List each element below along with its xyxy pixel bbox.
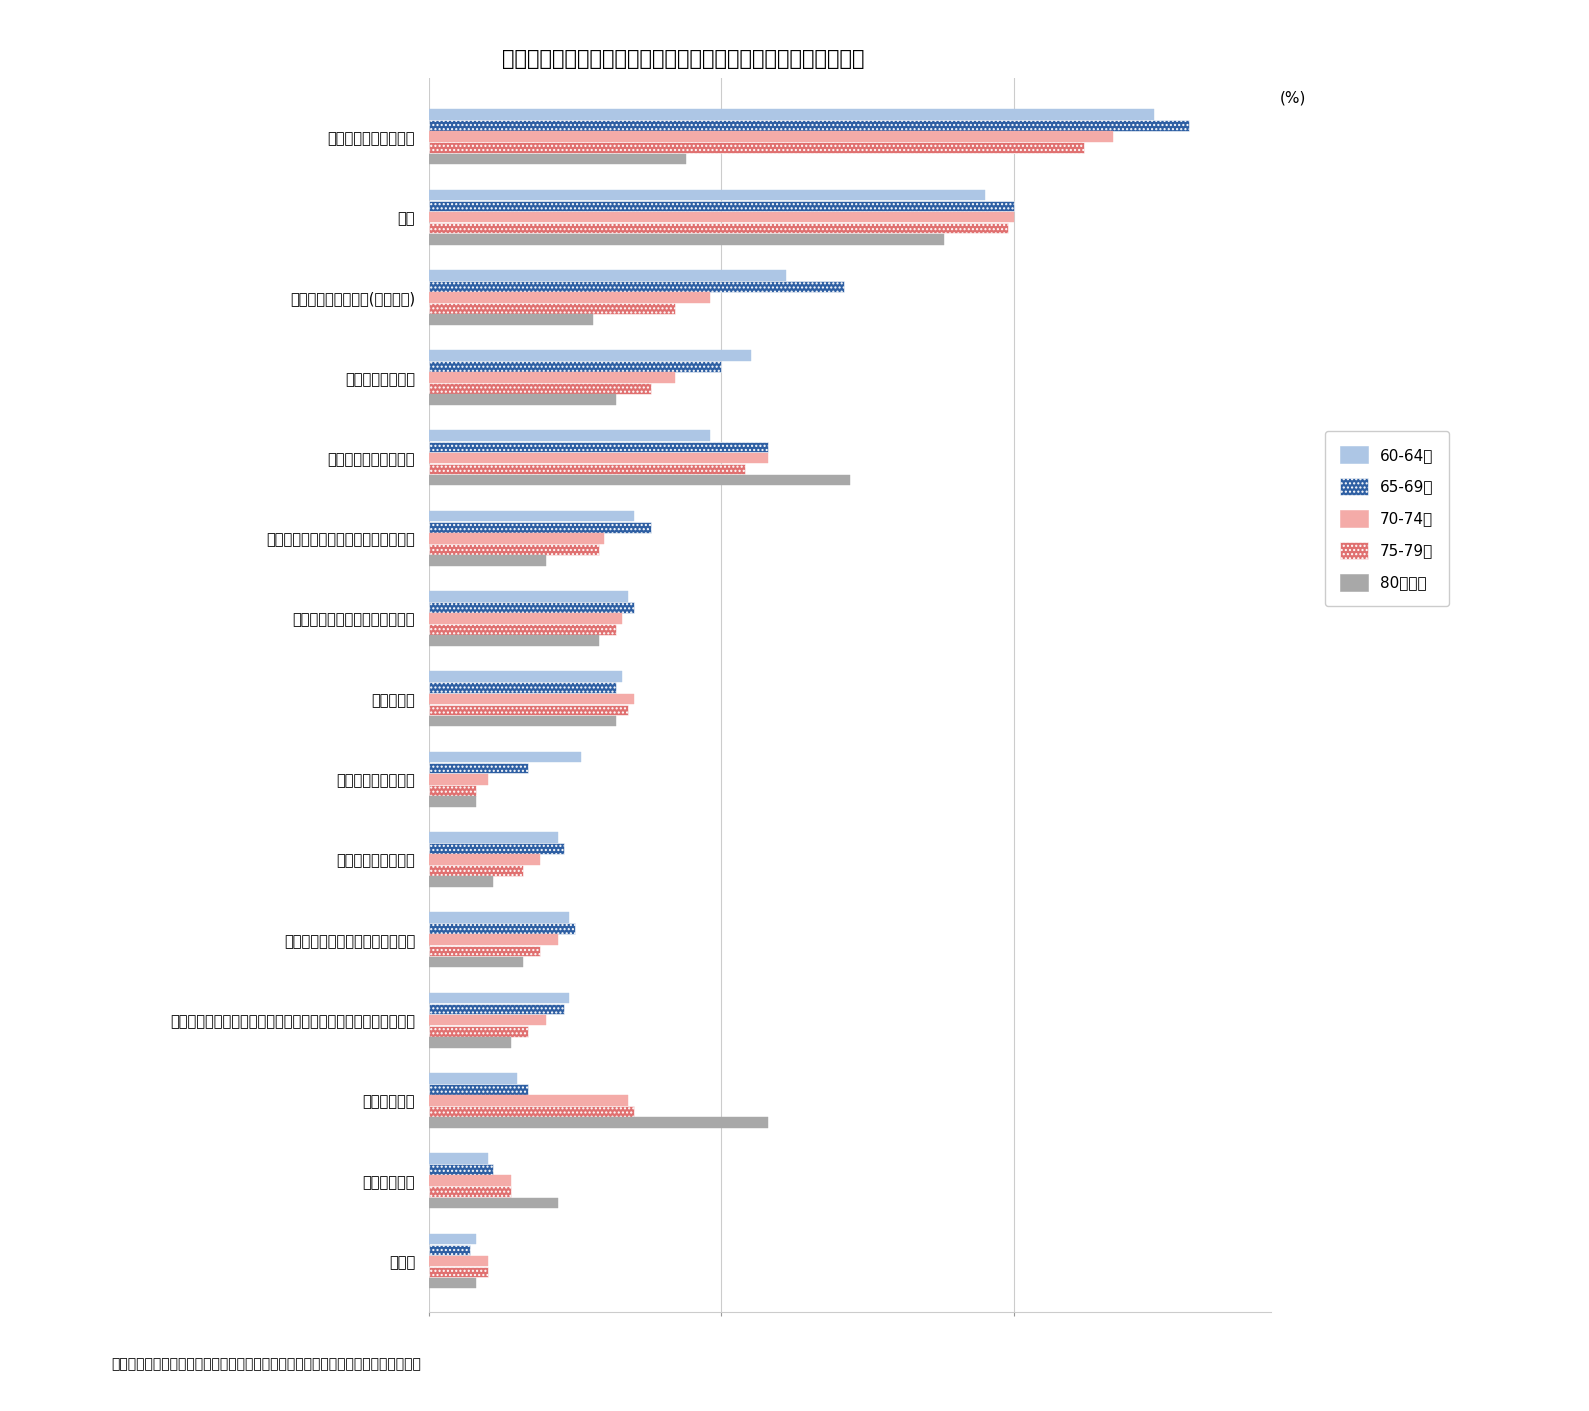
Bar bbox=[429, 292, 710, 303]
Bar bbox=[429, 842, 564, 854]
Bar bbox=[429, 865, 523, 876]
Text: 図表２　高齢層が今後、優先的に使いたい支出項目（複数回答）: 図表２ 高齢層が今後、優先的に使いたい支出項目（複数回答） bbox=[502, 49, 864, 69]
Bar bbox=[429, 522, 651, 532]
Bar bbox=[429, 154, 686, 164]
Bar bbox=[429, 624, 617, 635]
Bar bbox=[429, 350, 750, 361]
Bar bbox=[429, 1187, 512, 1197]
Bar bbox=[429, 200, 1014, 212]
Bar bbox=[429, 796, 475, 807]
Bar bbox=[429, 1267, 488, 1277]
Bar bbox=[429, 1015, 547, 1026]
Bar bbox=[429, 945, 540, 957]
Bar bbox=[429, 464, 745, 474]
Bar bbox=[429, 373, 675, 382]
Bar bbox=[429, 442, 767, 452]
Bar bbox=[429, 1037, 512, 1047]
Bar bbox=[429, 635, 599, 646]
Bar bbox=[429, 763, 529, 773]
Bar bbox=[429, 1084, 529, 1095]
Bar bbox=[429, 270, 787, 281]
Bar bbox=[429, 212, 1014, 223]
Bar bbox=[429, 395, 617, 405]
Bar bbox=[429, 715, 617, 727]
Bar bbox=[429, 1072, 516, 1084]
Bar bbox=[429, 1153, 488, 1164]
Bar bbox=[429, 832, 558, 842]
Bar bbox=[429, 672, 621, 682]
Bar bbox=[429, 234, 944, 244]
Bar bbox=[429, 602, 634, 612]
Bar bbox=[429, 591, 628, 601]
Bar bbox=[429, 992, 569, 1003]
Legend: 60-64歳, 65-69歳, 70-74歳, 75-79歳, 80歳以上: 60-64歳, 65-69歳, 70-74歳, 75-79歳, 80歳以上 bbox=[1325, 430, 1449, 605]
Bar bbox=[429, 957, 523, 968]
Bar bbox=[429, 384, 651, 394]
Bar bbox=[429, 1164, 493, 1175]
Bar bbox=[429, 533, 604, 543]
Bar bbox=[429, 913, 569, 923]
Bar bbox=[429, 923, 575, 934]
Bar bbox=[429, 704, 628, 715]
Bar bbox=[429, 555, 547, 566]
Bar bbox=[429, 683, 617, 693]
Bar bbox=[429, 1003, 564, 1015]
Bar bbox=[429, 303, 675, 313]
Bar bbox=[429, 120, 1189, 131]
Bar bbox=[429, 315, 593, 325]
Bar bbox=[429, 1233, 475, 1245]
Bar bbox=[429, 1026, 529, 1037]
Bar bbox=[429, 474, 850, 485]
Bar bbox=[429, 109, 1154, 120]
Bar bbox=[429, 854, 540, 865]
Bar bbox=[429, 430, 710, 442]
Bar bbox=[429, 876, 493, 888]
Bar bbox=[429, 1198, 558, 1208]
Bar bbox=[429, 131, 1114, 143]
Bar bbox=[429, 1118, 767, 1127]
Bar bbox=[429, 281, 844, 292]
Text: (%): (%) bbox=[1279, 90, 1306, 106]
Bar bbox=[429, 453, 767, 463]
Bar bbox=[429, 934, 558, 945]
Bar bbox=[429, 752, 582, 762]
Bar bbox=[429, 223, 1007, 233]
Bar bbox=[429, 1256, 488, 1266]
Bar bbox=[429, 511, 634, 522]
Bar bbox=[429, 1106, 634, 1118]
Bar bbox=[429, 614, 621, 624]
Bar bbox=[429, 1245, 470, 1256]
Bar bbox=[429, 773, 488, 785]
Bar bbox=[429, 1175, 512, 1187]
Text: （資料）内閣府「令和元年度　高齢者の経済生活に関する調査結果」より筆者作成: （資料）内閣府「令和元年度 高齢者の経済生活に関する調査結果」より筆者作成 bbox=[111, 1357, 421, 1371]
Bar bbox=[429, 361, 721, 373]
Bar bbox=[429, 545, 599, 555]
Bar bbox=[429, 694, 634, 704]
Bar bbox=[429, 1278, 475, 1288]
Bar bbox=[429, 143, 1084, 154]
Bar bbox=[429, 785, 475, 796]
Bar bbox=[429, 189, 985, 200]
Bar bbox=[429, 1095, 628, 1106]
